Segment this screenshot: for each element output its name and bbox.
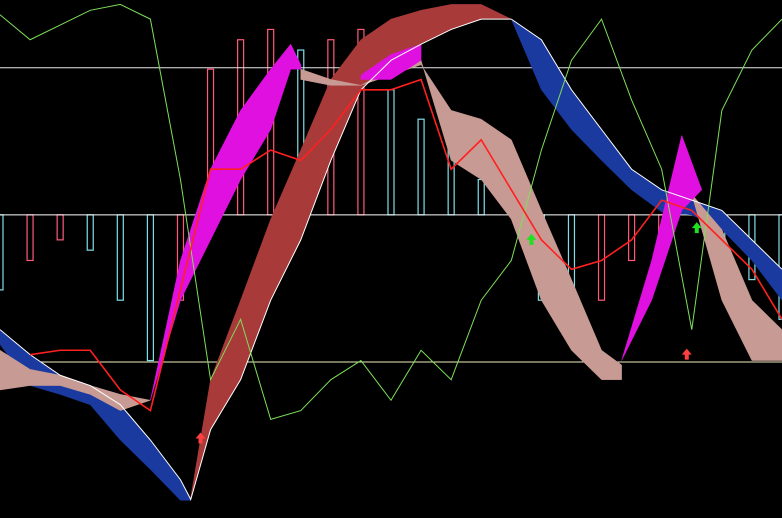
- band: [691, 194, 782, 361]
- indicator-line: [29, 78, 782, 412]
- histogram-bar: [0, 214, 4, 291]
- band-edge: [190, 18, 512, 501]
- band-edge: [511, 18, 782, 270]
- signal-arrow: [195, 432, 206, 444]
- band: [150, 43, 302, 401]
- band: [360, 43, 422, 80]
- band: [621, 134, 703, 361]
- band-edge: [0, 329, 191, 500]
- signal-arrow: [526, 233, 537, 245]
- signal-arrow: [681, 348, 692, 360]
- indicator-line: [0, 3, 782, 421]
- signal-arrow: [691, 222, 702, 234]
